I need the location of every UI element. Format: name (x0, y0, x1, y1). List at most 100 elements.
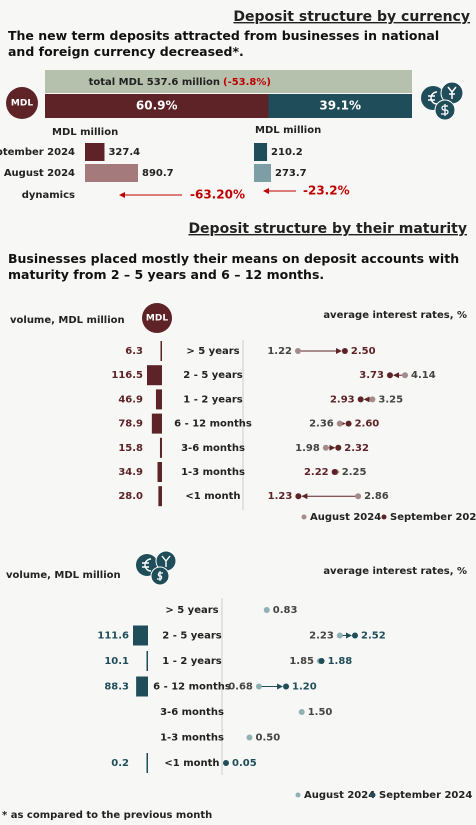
share-label: 39.1% (319, 99, 361, 113)
rate-label: 0.68 (228, 682, 253, 693)
august-point (322, 444, 329, 451)
category-label: > 5 years (186, 346, 239, 357)
category-label: 2 - 5 years (162, 631, 221, 642)
legend-dot (381, 514, 387, 520)
august-point (355, 493, 362, 500)
volume-bar (147, 365, 162, 386)
august-point (402, 372, 408, 379)
rate-label: 2.23 (309, 631, 334, 642)
subtitle: Businesses placed mostly their means on … (8, 251, 460, 282)
rates-title: average interest rates, % (323, 566, 467, 577)
unit-label: MDL million (255, 125, 321, 136)
september-point (335, 444, 342, 451)
august-point (336, 420, 343, 427)
volume-label: 10.1 (104, 656, 129, 667)
volume-label: 34.9 (118, 467, 143, 478)
august-point (369, 396, 376, 403)
rate-label: 1.22 (267, 346, 292, 357)
rate-label: 0.83 (273, 605, 298, 616)
rate-label: 2.32 (344, 443, 369, 454)
legend-label: August 2024 (304, 790, 375, 801)
rate-label: 2.52 (361, 631, 386, 642)
rate-label: 1.23 (268, 491, 293, 502)
volume-label: 116.5 (111, 370, 143, 381)
section-title: Deposit structure by their maturity (188, 221, 467, 237)
mdl-dynamics: -63.20% (190, 188, 245, 202)
mdl-badge (6, 87, 38, 119)
volume-label: 78.9 (118, 419, 143, 430)
volume-title: volume, MDL million (6, 570, 121, 581)
rate-label: 1.98 (295, 443, 320, 454)
rate-label: 4.14 (411, 370, 436, 381)
category-label: > 5 years (165, 605, 218, 616)
rate-label: 2.86 (364, 491, 389, 502)
value-label: 890.7 (142, 168, 174, 179)
category-label: 6 - 12 months (153, 682, 231, 693)
unit-label: MDL million (52, 127, 118, 138)
category-label: 3-6 months (160, 707, 224, 718)
rate-label: 1.88 (328, 656, 353, 667)
volume-bar (159, 437, 162, 458)
volume-label: 15.8 (118, 443, 143, 454)
volume-label: 6.3 (125, 346, 143, 357)
september-point (318, 658, 325, 664)
august-point (255, 683, 262, 690)
category-label: 2 - 5 years (183, 370, 242, 381)
legend-label: September 2024 (379, 790, 472, 801)
volume-bar (160, 341, 162, 361)
volume-label: 0.2 (111, 758, 129, 769)
rate-label: 2.93 (330, 394, 355, 405)
category-label: <1 month (185, 491, 240, 502)
mdl-badge-text: MDL (146, 314, 168, 324)
category-label: 1 - 2 years (183, 394, 242, 405)
currency-icon (421, 81, 464, 121)
category-label: 1 - 2 years (162, 656, 221, 667)
subtitle: The new term deposits attracted from bus… (8, 28, 440, 59)
mdl-badge (142, 303, 172, 333)
volume-bar (146, 753, 148, 773)
dynamics-label: dynamics (22, 190, 75, 201)
september-point (331, 469, 338, 475)
currency-icon (136, 550, 177, 586)
rate-label: 2.22 (304, 467, 329, 478)
volume-title: volume, MDL million (10, 315, 125, 326)
mdl-bar (85, 143, 105, 161)
category-label: <1 month (164, 758, 219, 769)
september-point (352, 632, 358, 639)
september-point (295, 493, 302, 500)
volume-label: 111.6 (97, 631, 129, 642)
value-label: 210.2 (271, 147, 303, 158)
september-point (386, 372, 393, 379)
september-point (341, 348, 348, 354)
legend-label: September 2024 (390, 512, 476, 523)
volume-bar (151, 413, 162, 434)
total-label: total MDL 537.6 million (89, 77, 220, 88)
volume-bar (133, 625, 148, 646)
august-point (246, 734, 253, 741)
legend-label: August 2024 (310, 512, 381, 523)
august-point (336, 632, 343, 639)
legend-dot (301, 514, 307, 520)
rates-title: average interest rates, % (323, 310, 467, 321)
volume-bar (136, 676, 148, 697)
total-bar (45, 70, 412, 93)
volume-bar (157, 462, 162, 482)
section-title: Deposit structure by currency (233, 9, 470, 25)
volume-bar (158, 486, 162, 507)
total-change: (-53.8%) (223, 77, 271, 88)
volume-bar (146, 651, 148, 671)
fx-bar (254, 164, 271, 182)
august-point (295, 348, 301, 354)
fx-bar (254, 143, 268, 161)
rate-label: 1.85 (289, 656, 314, 667)
category-label: 3-6 months (181, 443, 245, 454)
rate-label: 3.25 (378, 394, 403, 405)
volume-label: 88.3 (104, 682, 129, 693)
rate-label: 1.50 (308, 707, 333, 718)
rate-label: 2.60 (355, 419, 380, 430)
rate-label: 0.50 (256, 733, 281, 744)
period-label: September 2024 (0, 147, 75, 158)
period-label: August 2024 (4, 168, 75, 179)
legend-dot (295, 792, 301, 798)
mdl-bar (85, 164, 138, 182)
